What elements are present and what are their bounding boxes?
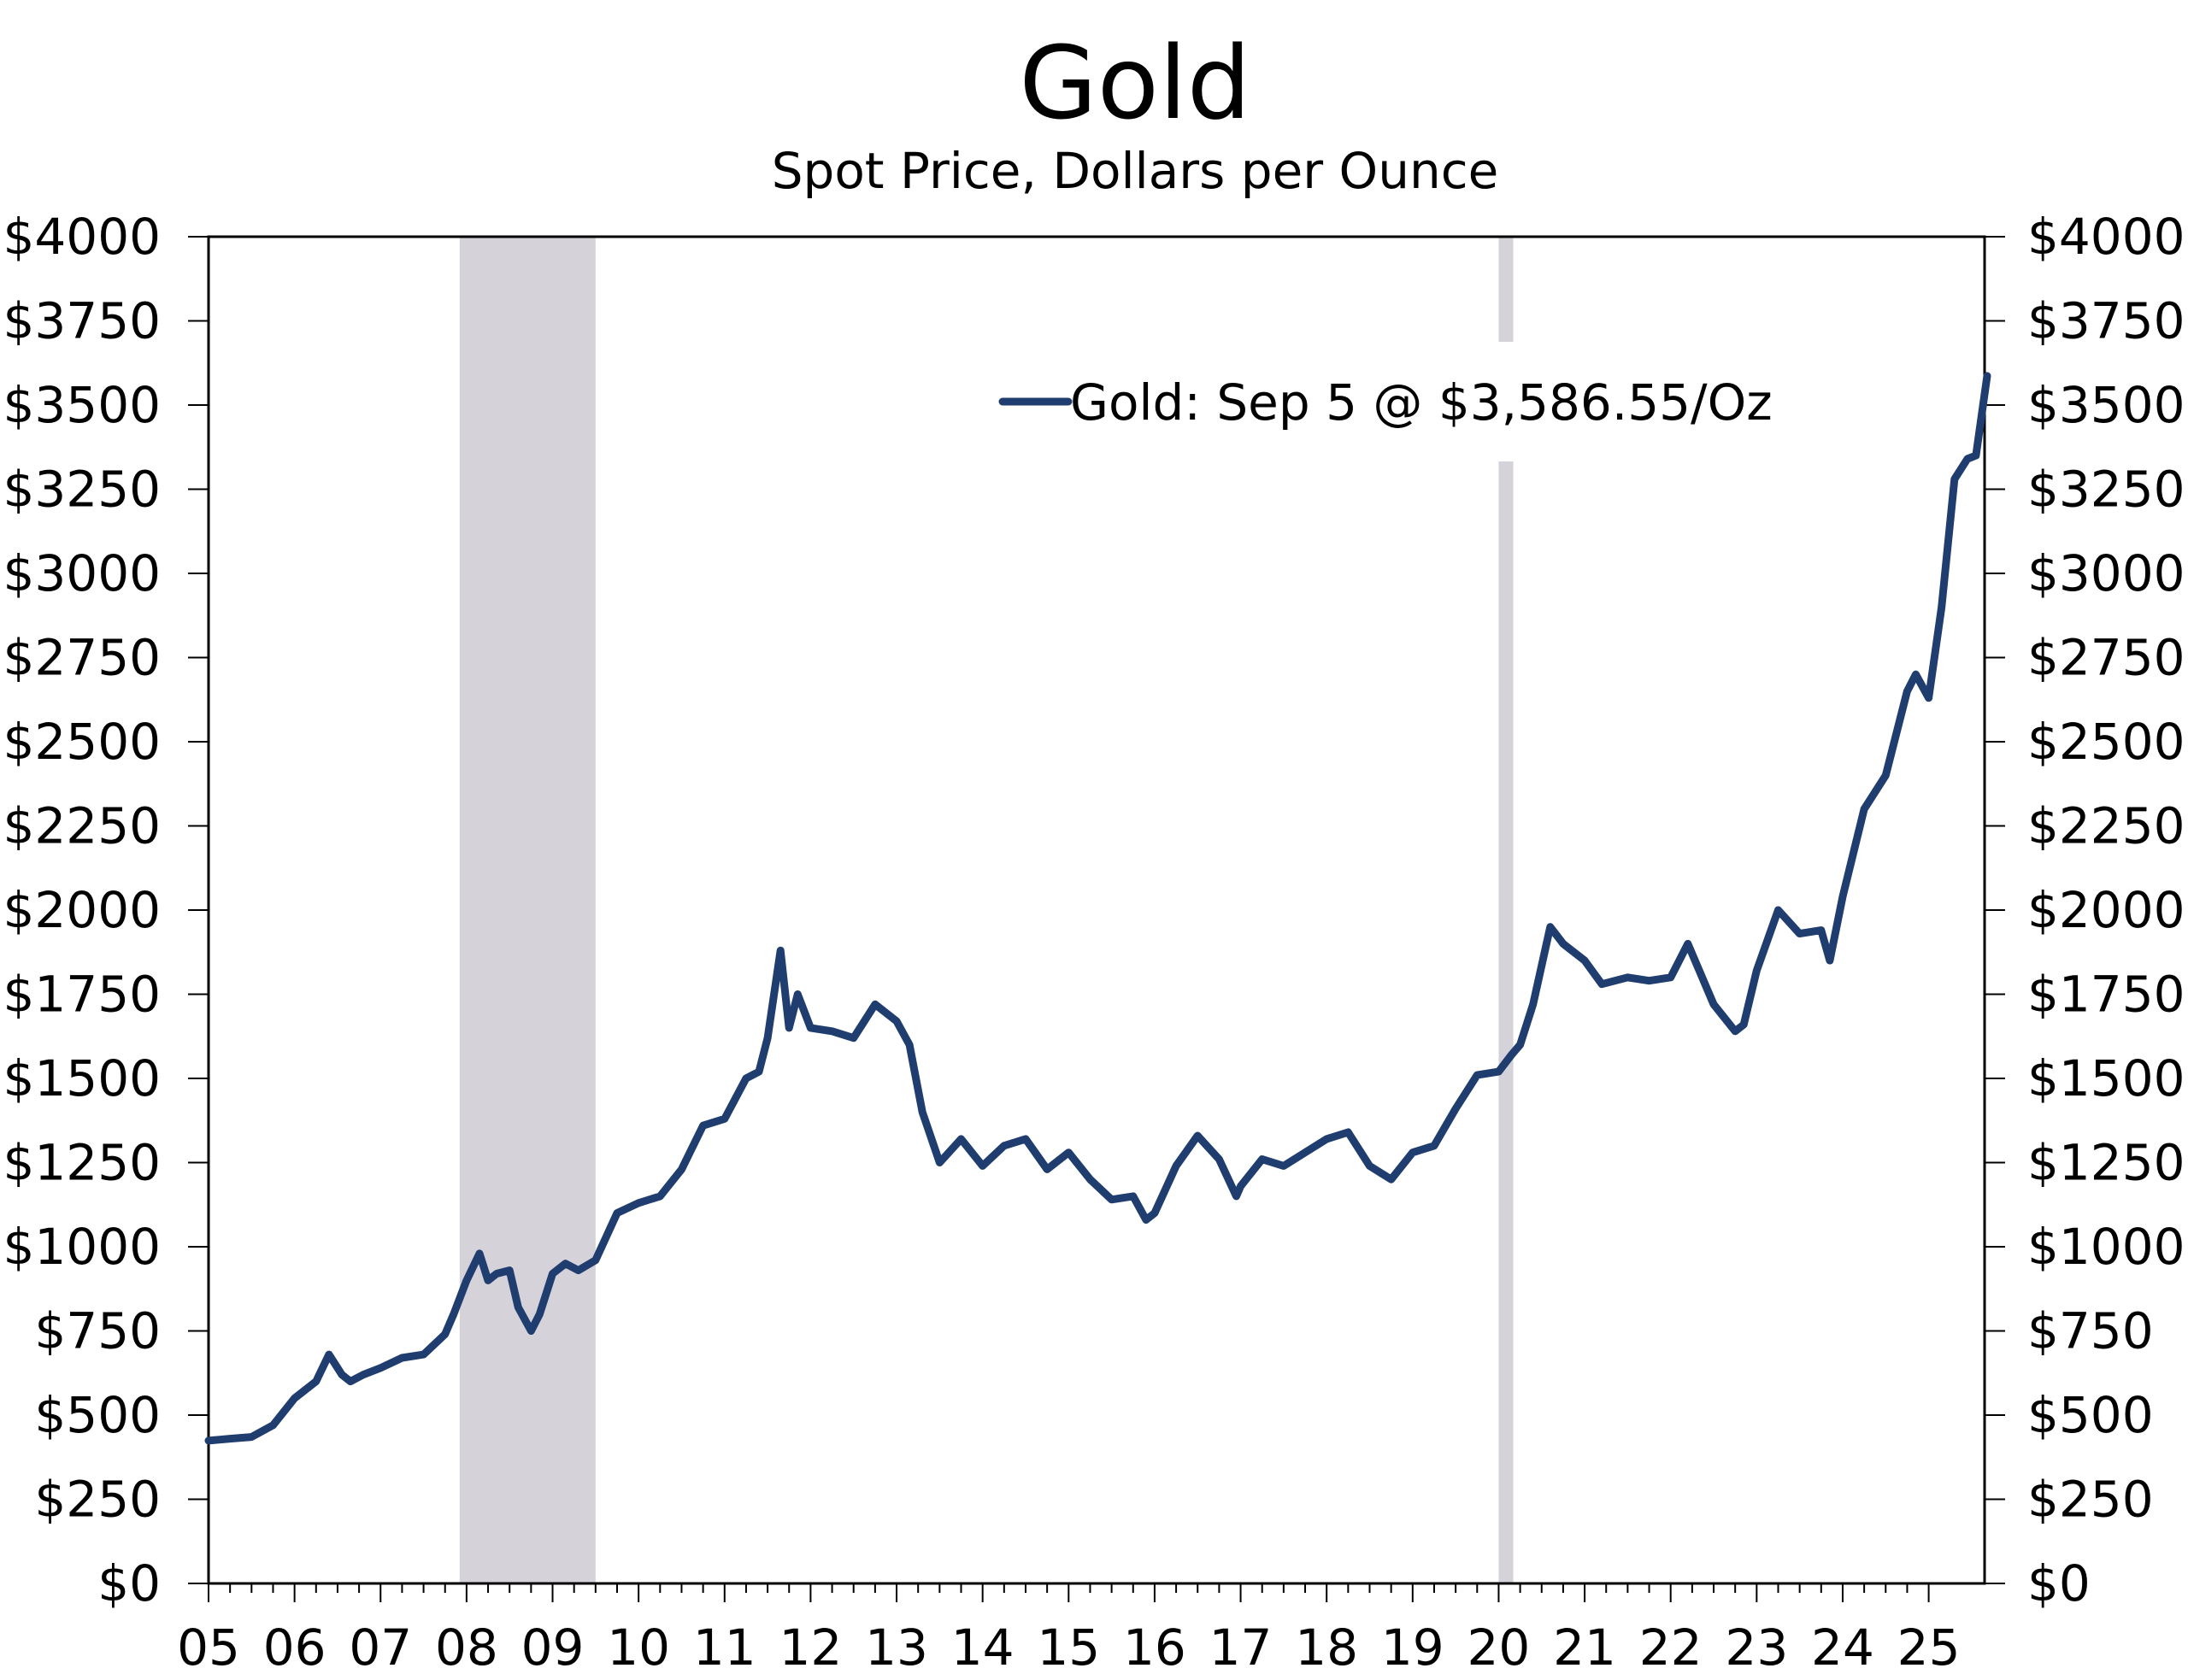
x-tick-label: 13 xyxy=(865,1618,928,1677)
y-tick-label-left: $3750 xyxy=(3,292,161,350)
legend-label-gold: Gold: Sep 5 @ $3,586.55/Oz xyxy=(1070,373,1773,432)
y-tick-label-right: $500 xyxy=(2027,1386,2154,1444)
series-layer xyxy=(204,372,1991,1445)
y-tick-label-right: $3250 xyxy=(2027,461,2185,519)
axis-ticks xyxy=(188,236,2005,1602)
y-tick-label-left: $1750 xyxy=(3,966,161,1024)
y-tick-label-left: $3500 xyxy=(3,376,161,434)
x-tick-label: 10 xyxy=(607,1618,670,1677)
x-tick-label: 15 xyxy=(1037,1618,1100,1677)
y-tick-label-left: $1500 xyxy=(3,1049,161,1107)
axis-labels: $0 $0 $250 $250 $500 $500 $750 $750 $1000 $1000 $1… xyxy=(3,208,2185,1677)
x-tick-label: 06 xyxy=(263,1618,326,1677)
x-tick-label: 20 xyxy=(1467,1618,1531,1677)
chart-title: Gold xyxy=(1019,24,1250,142)
y-tick-label-left: $4000 xyxy=(3,208,161,266)
y-tick-label-right: $2500 xyxy=(2027,713,2185,771)
legend-background xyxy=(991,342,1803,461)
x-tick-label: 16 xyxy=(1123,1618,1186,1677)
recession-bands xyxy=(459,237,1514,1583)
x-tick-label: 17 xyxy=(1209,1618,1273,1677)
y-tick-label-left: $2250 xyxy=(3,797,161,855)
y-tick-label-right: $4000 xyxy=(2027,208,2185,266)
y-tick-label-right: $2250 xyxy=(2027,797,2185,855)
y-tick-label-right: $1500 xyxy=(2027,1049,2185,1107)
x-tick-label: 08 xyxy=(435,1618,498,1677)
x-tick-label: 19 xyxy=(1381,1618,1444,1677)
y-tick-label-left: $3250 xyxy=(3,461,161,519)
y-tick-label-right: $1250 xyxy=(2027,1134,2185,1192)
y-tick-label-right: $3750 xyxy=(2027,292,2185,350)
y-tick-label-right: $0 xyxy=(2027,1554,2091,1612)
y-tick-label-right: $3500 xyxy=(2027,376,2185,434)
y-tick-label-right: $1000 xyxy=(2027,1218,2185,1276)
y-tick-label-right: $2000 xyxy=(2027,881,2185,939)
y-tick-label-left: $2750 xyxy=(3,629,161,687)
y-tick-label-left: $2000 xyxy=(3,881,161,939)
y-tick-label-left: $2500 xyxy=(3,713,161,771)
x-tick-label: 05 xyxy=(177,1618,240,1677)
series-line-gold xyxy=(204,372,1991,1445)
x-tick-label: 09 xyxy=(521,1618,585,1677)
x-tick-label: 12 xyxy=(779,1618,843,1677)
x-tick-label: 24 xyxy=(1811,1618,1874,1677)
y-tick-label-right: $250 xyxy=(2027,1471,2154,1529)
y-tick-label-left: $1250 xyxy=(3,1134,161,1192)
x-tick-label: 11 xyxy=(693,1618,756,1677)
y-tick-label-right: $2750 xyxy=(2027,629,2185,687)
x-tick-label: 23 xyxy=(1725,1618,1788,1677)
y-tick-label-left: $1000 xyxy=(3,1218,161,1276)
y-tick-label-right: $3000 xyxy=(2027,544,2185,602)
legend: Gold: Sep 5 @ $3,586.55/Oz xyxy=(991,342,1803,461)
y-tick-label-right: $750 xyxy=(2027,1302,2154,1360)
y-tick-label-left: $3000 xyxy=(3,544,161,602)
x-tick-label: 07 xyxy=(349,1618,412,1677)
y-tick-label-left: $0 xyxy=(97,1554,161,1612)
recession-band-0 xyxy=(459,237,596,1583)
x-tick-label: 18 xyxy=(1295,1618,1358,1677)
x-tick-label: 22 xyxy=(1639,1618,1703,1677)
y-tick-label-left: $250 xyxy=(34,1471,161,1529)
chart-subtitle: Spot Price, Dollars per Ounce xyxy=(772,142,1499,200)
y-tick-label-left: $500 xyxy=(34,1386,161,1444)
y-tick-label-right: $1750 xyxy=(2027,966,2185,1024)
x-tick-label: 21 xyxy=(1553,1618,1616,1677)
x-tick-label: 14 xyxy=(951,1618,1015,1677)
y-tick-label-left: $750 xyxy=(34,1302,161,1360)
x-tick-label: 25 xyxy=(1897,1618,1961,1677)
recession-band-1 xyxy=(1498,237,1514,1583)
